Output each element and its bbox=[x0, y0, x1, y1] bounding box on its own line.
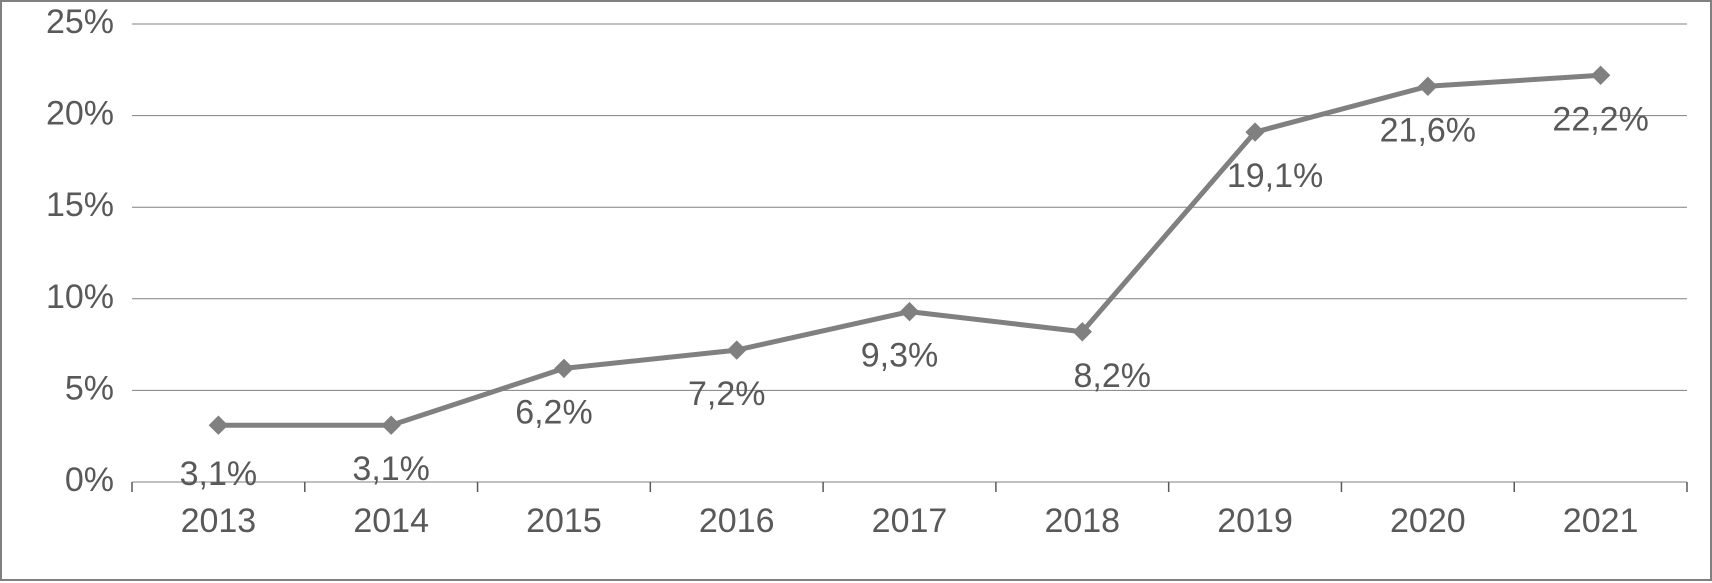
y-axis-label: 0% bbox=[65, 461, 114, 499]
data-marker bbox=[901, 303, 919, 321]
data-label: 7,2% bbox=[688, 375, 766, 413]
data-marker bbox=[382, 416, 400, 434]
data-label: 6,2% bbox=[515, 393, 593, 431]
y-axis-label: 10% bbox=[46, 278, 114, 316]
x-axis-label: 2019 bbox=[1217, 502, 1293, 540]
x-axis-label: 2017 bbox=[872, 502, 948, 540]
chart-container: 0% 5% 10% 15% 20% 25% 2013 2014 2015 2016 2017 2018… bbox=[0, 0, 1712, 581]
y-axis-label: 20% bbox=[46, 95, 114, 133]
data-marker bbox=[209, 416, 227, 434]
x-axis-label: 2021 bbox=[1563, 502, 1639, 540]
data-label: 8,2% bbox=[1074, 357, 1152, 395]
y-axis-label: 5% bbox=[65, 369, 114, 407]
y-axis-label: 25% bbox=[46, 3, 114, 41]
data-marker bbox=[1419, 77, 1437, 95]
data-label: 21,6% bbox=[1380, 111, 1476, 149]
x-axis-label: 2018 bbox=[1044, 502, 1120, 540]
data-marker bbox=[1592, 66, 1610, 84]
line-chart: 0% 5% 10% 15% 20% 25% 2013 2014 2015 2016 2017 2018… bbox=[2, 2, 1712, 583]
x-axis-label: 2014 bbox=[353, 502, 429, 540]
data-label: 3,1% bbox=[352, 450, 430, 488]
x-axis-label: 2020 bbox=[1390, 502, 1466, 540]
x-axis-label: 2013 bbox=[181, 502, 257, 540]
x-axis-label: 2016 bbox=[699, 502, 775, 540]
data-label: 9,3% bbox=[861, 337, 939, 375]
y-axis-label: 15% bbox=[46, 186, 114, 224]
data-marker bbox=[555, 359, 573, 377]
data-label: 22,2% bbox=[1552, 100, 1648, 138]
x-axis-label: 2015 bbox=[526, 502, 602, 540]
data-label: 3,1% bbox=[180, 455, 258, 493]
data-marker bbox=[728, 341, 746, 359]
data-label: 19,1% bbox=[1227, 157, 1323, 195]
